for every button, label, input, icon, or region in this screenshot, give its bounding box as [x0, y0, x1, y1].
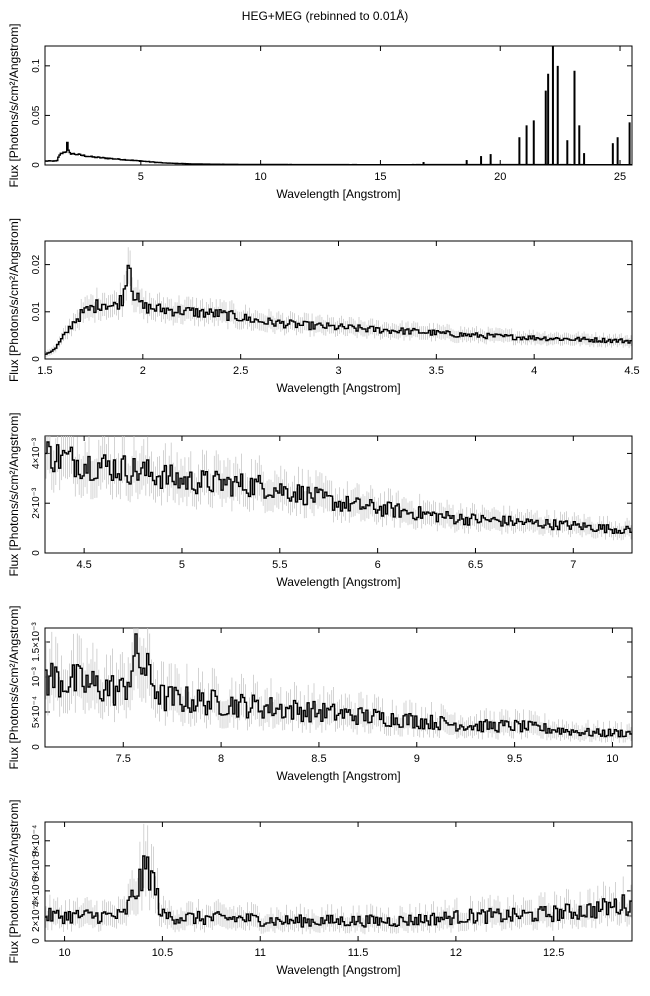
plot-frame	[44, 627, 633, 748]
x-tick-label: 5.5	[272, 559, 287, 571]
y-tick-label: 0.02	[31, 254, 42, 274]
y-axis-label: Flux [Photons/s/cm²/Angstrom]	[7, 799, 21, 963]
x-tick-label: 7	[570, 559, 576, 571]
error-bars	[45, 436, 632, 541]
y-tick-label: 8×10⁻⁴	[31, 825, 42, 857]
y-tick-label: 4×10⁻⁴	[31, 875, 42, 907]
x-tick-label: 11	[255, 947, 266, 959]
x-axis-label: Wavelength [Angstrom]	[276, 575, 400, 589]
x-tick-label: 10	[58, 947, 70, 959]
x-axis-label: Wavelength [Angstrom]	[276, 381, 400, 395]
error-bars	[45, 823, 632, 935]
x-tick-label: 9.5	[507, 753, 522, 765]
y-tick-label: 0.1	[31, 58, 42, 72]
x-tick-label: 2.5	[233, 365, 248, 377]
y-axis-label: Flux [Photons/s/cm²/Angstrom]	[7, 23, 21, 187]
x-axis-label: Wavelength [Angstrom]	[276, 769, 400, 783]
x-tick-label: 10	[255, 171, 267, 183]
x-tick-label: 1.5	[37, 365, 52, 377]
y-axis-label: Flux [Photons/s/cm²/Angstrom]	[7, 218, 21, 382]
y-tick-label: 10⁻³	[31, 666, 42, 686]
figure-title: HEG+MEG (rebinned to 0.01Å)	[241, 9, 409, 23]
x-tick-label: 25	[614, 171, 626, 183]
x-tick-label: 12	[450, 947, 462, 959]
x-tick-label: 8	[218, 753, 224, 765]
x-tick-label: 4	[531, 365, 537, 377]
x-tick-label: 5	[138, 171, 144, 183]
x-tick-label: 7.5	[116, 753, 131, 765]
x-tick-label: 10.5	[152, 947, 173, 959]
x-tick-label: 5	[179, 559, 185, 571]
x-tick-label: 15	[374, 171, 386, 183]
plot-frame	[44, 821, 633, 942]
y-tick-label: 2×10⁻³	[31, 487, 42, 519]
x-tick-label: 6.5	[468, 559, 483, 571]
y-tick-label: 0	[31, 938, 42, 944]
x-tick-label: 3	[335, 365, 341, 377]
y-tick-label: 2×10⁻⁴	[31, 900, 42, 932]
error-bars	[45, 247, 632, 358]
x-tick-label: 11.5	[348, 947, 369, 959]
y-axis-label: Flux [Photons/s/cm²/Angstrom]	[7, 605, 21, 769]
y-tick-label: 0	[31, 550, 42, 556]
spectrum-line	[45, 264, 632, 355]
y-tick-label: 6×10⁻⁴	[31, 850, 42, 882]
y-tick-label: 5×10⁻⁴	[31, 696, 42, 728]
plot-frame	[44, 45, 633, 166]
x-tick-label: 9	[414, 753, 420, 765]
y-tick-label: 4×10⁻³	[31, 437, 42, 469]
x-tick-label: 3.5	[429, 365, 444, 377]
y-tick-label: 0	[31, 162, 42, 168]
spectrum-line	[45, 855, 632, 928]
x-tick-label: 20	[494, 171, 506, 183]
x-axis-label: Wavelength [Angstrom]	[276, 963, 400, 977]
x-tick-label: 2	[140, 365, 146, 377]
plot-frame	[44, 435, 633, 554]
error-bars	[45, 628, 632, 743]
x-axis-label: Wavelength [Angstrom]	[276, 187, 400, 201]
spectrum-line	[45, 141, 632, 166]
spectrum-line	[45, 441, 632, 534]
x-tick-label: 4.5	[624, 365, 639, 377]
y-tick-label: 0	[31, 356, 42, 362]
x-tick-label: 6	[375, 559, 381, 571]
x-tick-label: 4.5	[76, 559, 91, 571]
y-tick-label: 0.05	[31, 105, 42, 125]
y-tick-label: 0.01	[31, 302, 42, 322]
y-tick-label: 1.5×10⁻³	[31, 622, 42, 662]
x-tick-label: 8.5	[311, 753, 326, 765]
y-axis-label: Flux [Photons/s/cm²/Angstrom]	[7, 412, 21, 576]
x-tick-label: 12.5	[543, 947, 564, 959]
spectrum-line	[45, 633, 632, 738]
x-tick-label: 10	[606, 753, 618, 765]
y-tick-label: 0	[31, 744, 42, 750]
